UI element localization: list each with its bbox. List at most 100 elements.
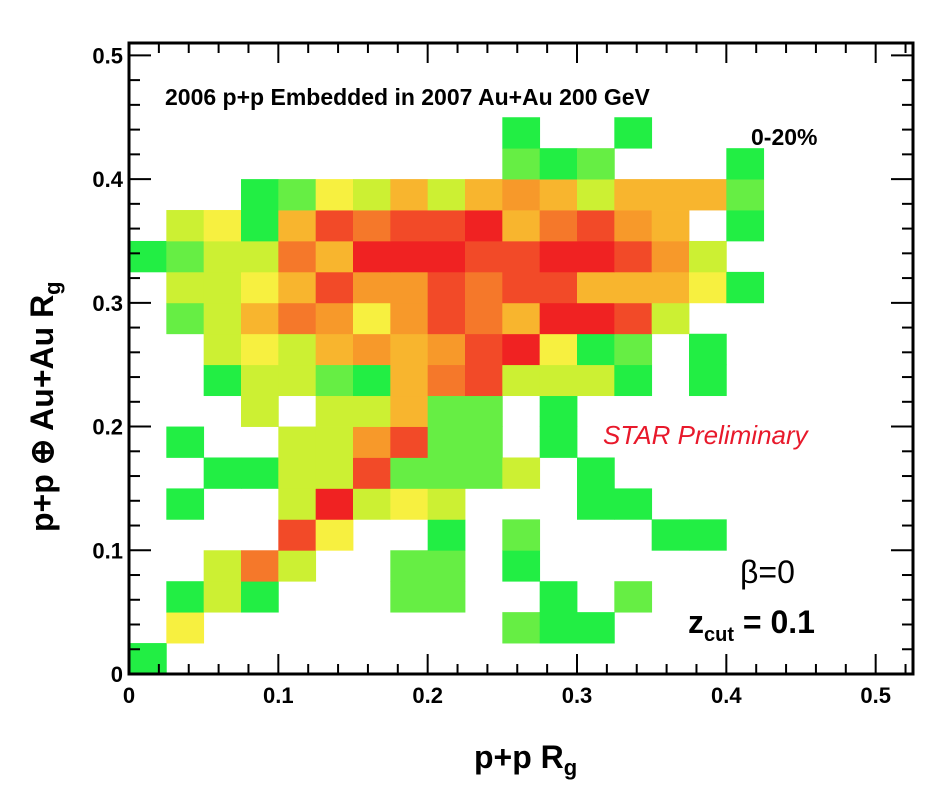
heatmap-cell	[502, 148, 541, 180]
heatmap-cell	[166, 581, 205, 613]
heatmap-cell	[390, 550, 429, 582]
heatmap-cell	[241, 210, 279, 242]
heatmap-cell	[203, 581, 242, 613]
heatmap-cell	[614, 302, 653, 335]
heatmap-cell	[166, 271, 205, 304]
heatmap-cell	[614, 364, 653, 397]
heatmap-cell	[315, 302, 354, 335]
heatmap-cell	[241, 550, 279, 582]
heatmap-cell	[577, 457, 615, 489]
heatmap-cell	[465, 210, 503, 242]
heatmap-cell	[651, 271, 690, 304]
heatmap-cell	[689, 364, 727, 397]
y-tick-label: 0.2	[92, 415, 123, 440]
heatmap-cell	[241, 240, 279, 273]
heatmap-cell	[315, 519, 354, 551]
heatmap-cell	[651, 179, 690, 211]
heatmap-cell	[539, 333, 578, 366]
heatmap-cell	[203, 457, 242, 489]
heatmap-cell	[315, 210, 354, 242]
heatmap-cell	[577, 240, 615, 273]
heatmap-cell	[577, 148, 615, 180]
chart-title: 2006 p+p Embedded in 2007 Au+Au 200 GeV	[165, 84, 651, 110]
heatmap-cell	[502, 333, 541, 366]
zcut-value: = 0.1	[734, 604, 815, 640]
heatmap-cell	[427, 426, 466, 458]
heatmap-cell	[278, 488, 317, 520]
x-tick-label: 0.2	[412, 683, 443, 708]
heatmap-cell	[241, 302, 279, 335]
heatmap-cell	[241, 457, 279, 489]
heatmap-cell	[315, 240, 354, 273]
x-tick-label: 0.4	[711, 683, 742, 708]
heatmap-cell	[726, 179, 765, 211]
heatmap-cell	[465, 364, 503, 397]
heatmap-cell	[539, 302, 578, 335]
heatmap-cell	[577, 271, 615, 304]
heatmap-cell	[502, 179, 541, 211]
plot-frame	[127, 41, 915, 676]
heatmap-cell	[689, 240, 727, 273]
heatmap-cell	[577, 364, 615, 397]
heatmap-cell	[614, 240, 653, 273]
heatmap-cell	[427, 210, 466, 242]
y-tick-label: 0.4	[92, 167, 123, 192]
heatmap-cell	[577, 302, 615, 335]
heatmap-cell	[577, 333, 615, 366]
heatmap-cell	[614, 333, 653, 366]
y-axis-label: p+p ⊕ Au+Au Rg	[24, 281, 65, 532]
heatmap-cell	[166, 240, 205, 273]
heatmap-cell	[427, 457, 466, 489]
heatmap-cell	[539, 426, 578, 458]
heatmap-cell	[353, 210, 391, 242]
heatmap-cell	[539, 395, 578, 427]
heatmap-cell	[241, 271, 279, 304]
y-axis-label-main: p+p ⊕ Au+Au R	[24, 295, 60, 532]
heatmap-cell	[315, 426, 354, 458]
heatmap-cell	[315, 271, 354, 304]
y-tick-label: 0	[111, 662, 123, 687]
y-tick-label: 0.3	[92, 291, 123, 316]
heatmap-cell	[427, 333, 466, 366]
heatmap-cell	[166, 488, 205, 520]
heatmap-cell	[651, 302, 690, 335]
heatmap-cell	[465, 426, 503, 458]
heatmap-cell	[465, 457, 503, 489]
heatmap-cell	[203, 302, 242, 335]
zcut-sub: cut	[704, 624, 734, 646]
heatmap-cell	[577, 210, 615, 242]
heatmap-cell	[614, 210, 653, 242]
zcut-main: z	[688, 604, 704, 640]
heatmap-cell	[465, 395, 503, 427]
heatmap-cell	[427, 395, 466, 427]
heatmap-cell	[390, 210, 429, 242]
heatmap-cell	[353, 426, 391, 458]
heatmap-cell	[502, 364, 541, 397]
heatmap-cell	[390, 240, 429, 273]
heatmap-cell	[390, 179, 429, 211]
heatmap-cell	[353, 302, 391, 335]
heatmap-cell	[465, 271, 503, 304]
heatmap-cell	[465, 179, 503, 211]
heatmap-cell	[278, 210, 317, 242]
heatmap-cell	[502, 271, 541, 304]
heatmap-cell	[577, 488, 615, 520]
chart-subtitle: 0-20%	[751, 124, 817, 150]
heatmap-cell	[278, 519, 317, 551]
heatmap-cell	[614, 179, 653, 211]
x-axis-label: p+p Rg	[474, 739, 577, 780]
heatmap-cell	[353, 457, 391, 489]
heatmap-cell	[203, 271, 242, 304]
heatmap-cell	[166, 426, 205, 458]
heatmap-cell	[353, 271, 391, 304]
heatmap-cell	[539, 148, 578, 180]
heatmap-cell	[390, 271, 429, 304]
heatmap-cell	[539, 271, 578, 304]
heatmap-cell	[427, 179, 466, 211]
heatmap-cell	[726, 148, 765, 180]
heatmap-cell	[390, 488, 429, 520]
heatmap-cells	[129, 117, 765, 675]
heatmap-cell	[726, 210, 765, 242]
heatmap-cell	[278, 426, 317, 458]
